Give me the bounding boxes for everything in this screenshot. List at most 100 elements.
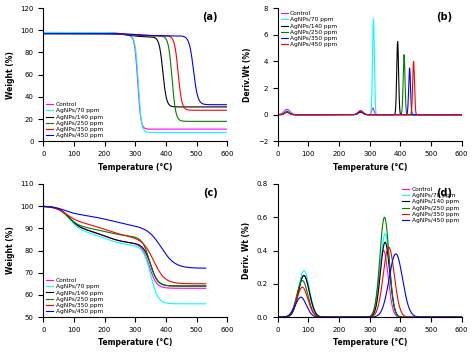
- AgNPs/250 ppm: [454, 315, 459, 319]
- AgNPs/250 ppm: [125, 32, 131, 37]
- AgNPs/250 ppm: [115, 232, 121, 237]
- AgNPs/450 ppm: [40, 204, 46, 209]
- Control: [49, 205, 55, 209]
- Control: [50, 30, 55, 35]
- AgNPs/140 ppm: [50, 31, 55, 36]
- AgNPs/350 ppm: [454, 315, 459, 319]
- AgNPs/350 ppm: [275, 113, 281, 117]
- AgNPs/250 ppm: [130, 33, 136, 37]
- AgNPs/140 ppm: [452, 113, 458, 117]
- AgNPs/140 ppm: [125, 33, 131, 37]
- AgNPs/250 ppm: [420, 113, 426, 117]
- AgNPs/70 ppm: [115, 240, 121, 245]
- Control: [459, 315, 465, 319]
- AgNPs/250 ppm: [459, 315, 465, 319]
- AgNPs/140 ppm: [454, 315, 459, 319]
- AgNPs/350 ppm: [365, 113, 370, 117]
- AgNPs/250 ppm: [382, 215, 387, 219]
- Line: AgNPs/450 ppm: AgNPs/450 ppm: [43, 34, 227, 105]
- AgNPs/350 ppm: [454, 113, 459, 117]
- Line: Control: Control: [278, 251, 462, 317]
- AgNPs/350 ppm: [119, 233, 125, 237]
- AgNPs/450 ppm: [224, 103, 230, 107]
- AgNPs/450 ppm: [411, 59, 417, 64]
- AgNPs/70 ppm: [452, 113, 458, 117]
- AgNPs/70 ppm: [454, 315, 459, 319]
- AgNPs/140 ppm: [459, 113, 465, 117]
- AgNPs/250 ppm: [198, 284, 204, 288]
- AgNPs/450 ppm: [454, 113, 459, 117]
- Text: (c): (c): [203, 188, 218, 198]
- X-axis label: Temperature (°C): Temperature (°C): [333, 163, 407, 172]
- AgNPs/350 ppm: [168, 280, 174, 284]
- AgNPs/140 ppm: [203, 284, 209, 288]
- Line: AgNPs/450 ppm: AgNPs/450 ppm: [278, 61, 462, 115]
- Line: AgNPs/450 ppm: AgNPs/450 ppm: [43, 207, 206, 268]
- AgNPs/140 ppm: [130, 34, 136, 38]
- AgNPs/250 ppm: [359, 110, 365, 115]
- AgNPs/70 ppm: [275, 315, 281, 319]
- AgNPs/70 ppm: [168, 301, 174, 306]
- AgNPs/140 ppm: [420, 113, 426, 117]
- Control: [284, 315, 290, 319]
- Text: (a): (a): [202, 12, 218, 22]
- AgNPs/350 ppm: [40, 31, 46, 36]
- Line: AgNPs/250 ppm: AgNPs/250 ppm: [43, 34, 227, 121]
- Control: [40, 30, 46, 35]
- AgNPs/250 ppm: [454, 113, 459, 117]
- AgNPs/250 ppm: [420, 315, 426, 319]
- AgNPs/450 ppm: [198, 266, 204, 270]
- Control: [420, 113, 426, 117]
- AgNPs/450 ppm: [454, 315, 459, 319]
- AgNPs/350 ppm: [50, 31, 55, 36]
- AgNPs/250 ppm: [454, 315, 459, 319]
- AgNPs/250 ppm: [40, 204, 46, 209]
- Y-axis label: Weight (%): Weight (%): [6, 227, 15, 274]
- Line: Control: Control: [278, 108, 462, 115]
- AgNPs/70 ppm: [459, 315, 465, 319]
- Y-axis label: Weight (%): Weight (%): [6, 51, 15, 98]
- AgNPs/350 ppm: [219, 108, 225, 112]
- AgNPs/350 ppm: [359, 110, 365, 115]
- AgNPs/140 ppm: [185, 105, 191, 109]
- AgNPs/350 ppm: [420, 315, 426, 319]
- AgNPs/250 ppm: [401, 53, 407, 57]
- AgNPs/450 ppm: [275, 315, 281, 319]
- Line: AgNPs/70 ppm: AgNPs/70 ppm: [278, 234, 462, 317]
- AgNPs/450 ppm: [459, 315, 465, 319]
- Y-axis label: Deriv.Wt (%): Deriv.Wt (%): [243, 47, 252, 102]
- AgNPs/250 ppm: [284, 110, 290, 114]
- AgNPs/70 ppm: [130, 36, 136, 40]
- AgNPs/70 ppm: [284, 315, 290, 319]
- AgNPs/450 ppm: [454, 315, 459, 319]
- AgNPs/70 ppm: [382, 232, 388, 236]
- X-axis label: Temperature (°C): Temperature (°C): [98, 339, 173, 347]
- AgNPs/450 ppm: [40, 31, 46, 36]
- AgNPs/140 ppm: [459, 315, 465, 319]
- AgNPs/140 ppm: [275, 315, 281, 319]
- AgNPs/450 ppm: [365, 113, 370, 117]
- AgNPs/350 ppm: [359, 315, 365, 319]
- Line: AgNPs/140 ppm: AgNPs/140 ppm: [278, 242, 462, 317]
- Control: [365, 113, 370, 117]
- AgNPs/70 ppm: [275, 113, 281, 117]
- AgNPs/350 ppm: [407, 66, 412, 70]
- AgNPs/250 ppm: [454, 113, 459, 117]
- AgNPs/350 ppm: [420, 113, 426, 117]
- AgNPs/450 ppm: [452, 113, 458, 117]
- AgNPs/250 ppm: [50, 31, 55, 36]
- Control: [370, 106, 376, 110]
- AgNPs/450 ppm: [219, 103, 225, 107]
- AgNPs/350 ppm: [125, 32, 131, 36]
- AgNPs/140 ppm: [420, 315, 426, 319]
- AgNPs/350 ppm: [203, 282, 209, 286]
- AgNPs/140 ppm: [168, 284, 174, 288]
- AgNPs/140 ppm: [219, 105, 225, 109]
- AgNPs/140 ppm: [365, 113, 370, 117]
- AgNPs/70 ppm: [454, 113, 459, 117]
- AgNPs/350 ppm: [459, 315, 465, 319]
- AgNPs/450 ppm: [359, 315, 365, 319]
- Control: [284, 107, 290, 112]
- AgNPs/250 ppm: [275, 315, 281, 319]
- AgNPs/140 ppm: [219, 105, 225, 109]
